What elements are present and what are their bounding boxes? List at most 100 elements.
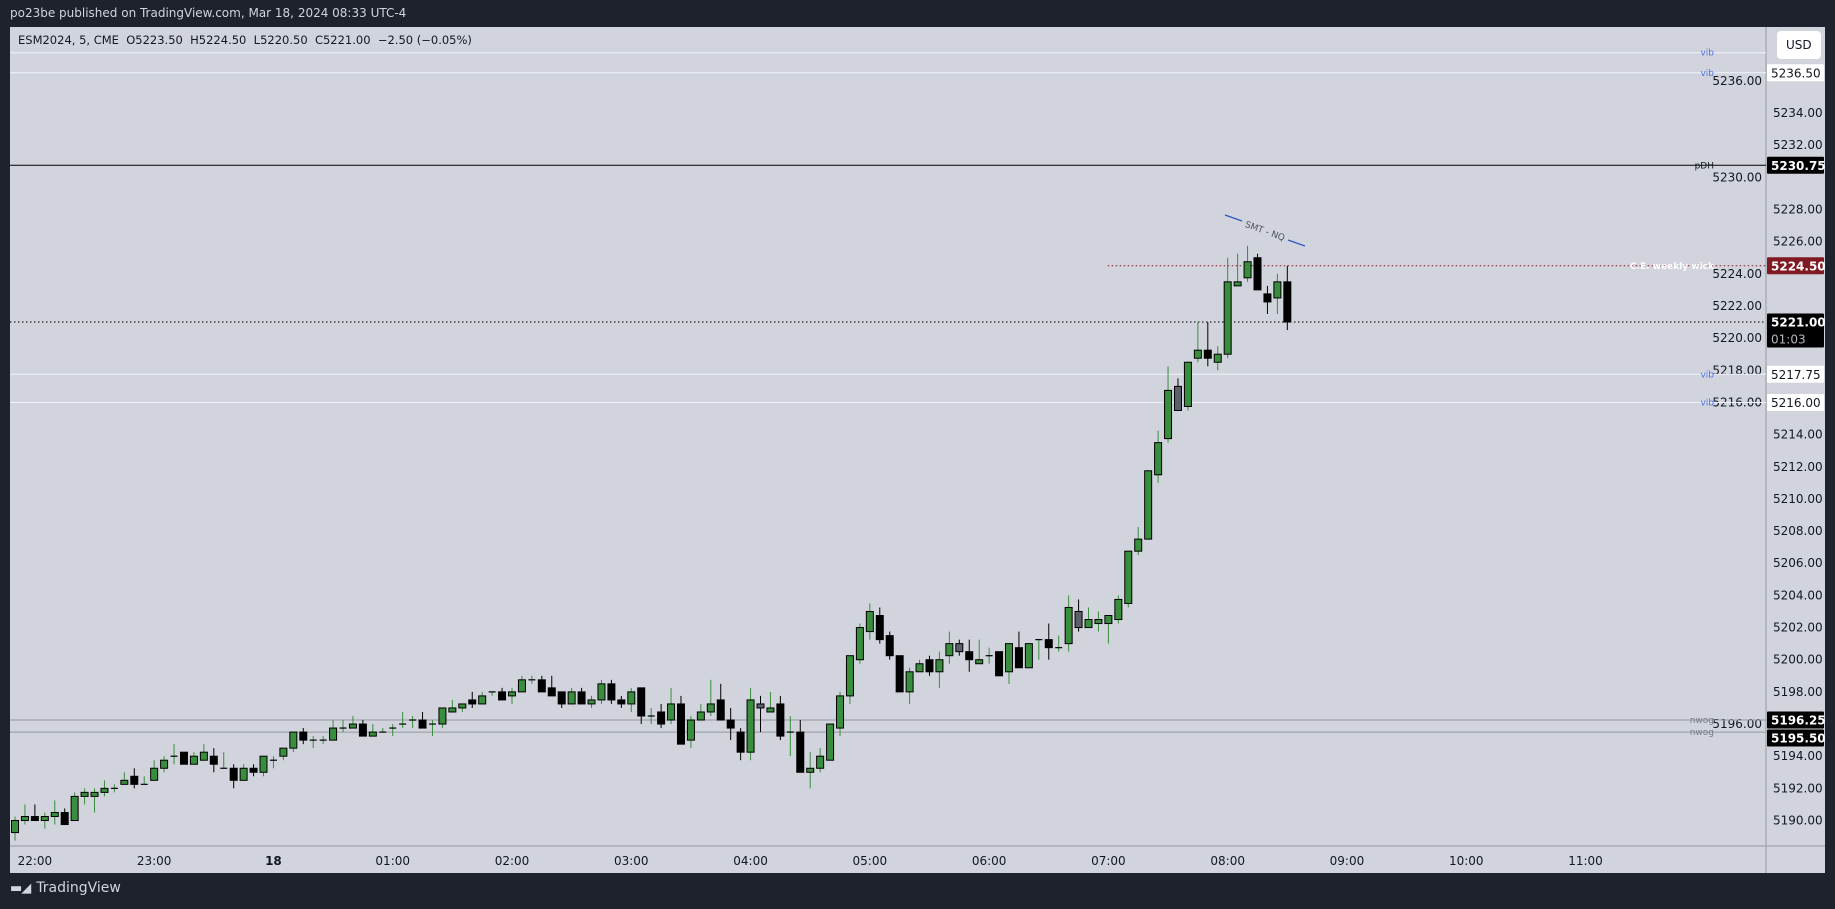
candle-body[interactable] xyxy=(259,755,268,773)
candle-body[interactable] xyxy=(199,751,208,761)
candle-body[interactable] xyxy=(1173,385,1182,411)
candle-body[interactable] xyxy=(627,691,636,705)
candle-body[interactable] xyxy=(1074,610,1083,629)
tradingview-logo-icon[interactable]: ▬◢ xyxy=(10,880,31,896)
candle-body[interactable] xyxy=(100,787,109,793)
candle-body[interactable] xyxy=(826,723,835,761)
candle-body[interactable] xyxy=(179,751,188,765)
candle-body[interactable] xyxy=(915,663,924,673)
candle-body[interactable] xyxy=(1263,293,1272,303)
candle-body[interactable] xyxy=(239,767,248,781)
candle-body[interactable] xyxy=(1283,281,1292,323)
candle-body[interactable] xyxy=(756,703,765,709)
candle-body[interactable] xyxy=(130,775,139,785)
candle-body[interactable] xyxy=(517,679,526,693)
candle-body[interactable] xyxy=(1044,639,1053,649)
candle-body[interactable] xyxy=(1223,281,1232,355)
candle-body[interactable] xyxy=(676,703,685,745)
candle-body[interactable] xyxy=(1104,615,1113,625)
candle-body[interactable] xyxy=(90,791,99,797)
candle-body[interactable] xyxy=(806,767,815,773)
candle-body[interactable] xyxy=(1124,550,1133,604)
candle-body[interactable] xyxy=(40,816,49,822)
candle-body[interactable] xyxy=(577,691,586,705)
candle-body[interactable] xyxy=(468,699,477,705)
candle-body[interactable] xyxy=(50,811,59,817)
candle-body[interactable] xyxy=(816,755,825,769)
candle-body[interactable] xyxy=(1183,361,1192,407)
candle-body[interactable] xyxy=(418,719,427,729)
candle-body[interactable] xyxy=(557,691,566,705)
candle-body[interactable] xyxy=(1084,619,1093,629)
candle-body[interactable] xyxy=(11,820,19,834)
candle-body[interactable] xyxy=(716,699,725,721)
candle-body[interactable] xyxy=(20,816,29,822)
candle-body[interactable] xyxy=(150,767,159,781)
candle-body[interactable] xyxy=(975,659,984,665)
candle-body[interactable] xyxy=(358,723,367,737)
candle-body[interactable] xyxy=(508,691,516,697)
candle-body[interactable] xyxy=(736,731,745,753)
candle-body[interactable] xyxy=(955,643,964,653)
candle-body[interactable] xyxy=(1164,389,1173,440)
currency-button[interactable]: USD xyxy=(1777,31,1821,59)
candle-body[interactable] xyxy=(478,695,487,705)
candle-body[interactable] xyxy=(1014,647,1023,669)
candle-body[interactable] xyxy=(329,727,338,741)
candle-body[interactable] xyxy=(547,687,556,697)
candle-body[interactable] xyxy=(617,699,626,705)
candle-body[interactable] xyxy=(1243,261,1252,279)
candle-body[interactable] xyxy=(1064,606,1073,645)
candle-body[interactable] xyxy=(766,707,775,713)
candle-body[interactable] xyxy=(1134,538,1143,552)
candle-body[interactable] xyxy=(209,755,218,765)
candle-body[interactable] xyxy=(965,651,974,661)
candle-body[interactable] xyxy=(836,695,845,729)
candle-body[interactable] xyxy=(657,711,666,725)
candle-body[interactable] xyxy=(448,707,457,713)
candle-body[interactable] xyxy=(1144,470,1153,540)
candle-body[interactable] xyxy=(30,816,39,822)
candle-body[interactable] xyxy=(1273,281,1282,299)
candle-body[interactable] xyxy=(189,755,198,765)
candle-body[interactable] xyxy=(925,659,934,673)
candle-body[interactable] xyxy=(855,627,864,661)
candle-body[interactable] xyxy=(1094,619,1103,625)
symbol-label[interactable]: ESM2024, 5, CME xyxy=(18,33,119,47)
candle-body[interactable] xyxy=(537,679,546,693)
candle-body[interactable] xyxy=(299,731,308,741)
candle-body[interactable] xyxy=(1253,257,1262,291)
candle-body[interactable] xyxy=(845,655,854,697)
candle-body[interactable] xyxy=(607,683,616,701)
candle-body[interactable] xyxy=(895,655,904,693)
candle-body[interactable] xyxy=(348,723,357,729)
candle-body[interactable] xyxy=(637,687,646,717)
candle-body[interactable] xyxy=(776,703,785,737)
candle-body[interactable] xyxy=(1024,643,1033,669)
candle-body[interactable] xyxy=(70,795,79,822)
candle-body[interactable] xyxy=(686,719,695,741)
candle-body[interactable] xyxy=(60,811,69,826)
candle-body[interactable] xyxy=(935,659,944,673)
candle-body[interactable] xyxy=(587,699,596,705)
brand-name[interactable]: TradingView xyxy=(36,880,121,896)
candle-body[interactable] xyxy=(1154,442,1163,476)
candle-body[interactable] xyxy=(229,767,238,781)
candle-body[interactable] xyxy=(746,699,755,753)
candle-body[interactable] xyxy=(875,615,884,641)
candle-body[interactable] xyxy=(667,703,676,721)
candle-body[interactable] xyxy=(1005,643,1013,673)
candle-body[interactable] xyxy=(279,747,288,757)
candle-body[interactable] xyxy=(885,635,894,657)
candle-body[interactable] xyxy=(458,703,467,709)
candle-body[interactable] xyxy=(1233,281,1242,287)
candle-body[interactable] xyxy=(1203,349,1212,359)
candle-body[interactable] xyxy=(597,683,606,701)
candle-body[interactable] xyxy=(696,711,705,721)
candle-body[interactable] xyxy=(438,707,447,725)
candle-body[interactable] xyxy=(706,703,715,713)
candle-body[interactable] xyxy=(289,731,298,749)
candle-body[interactable] xyxy=(905,671,914,693)
candle-body[interactable] xyxy=(368,731,377,737)
